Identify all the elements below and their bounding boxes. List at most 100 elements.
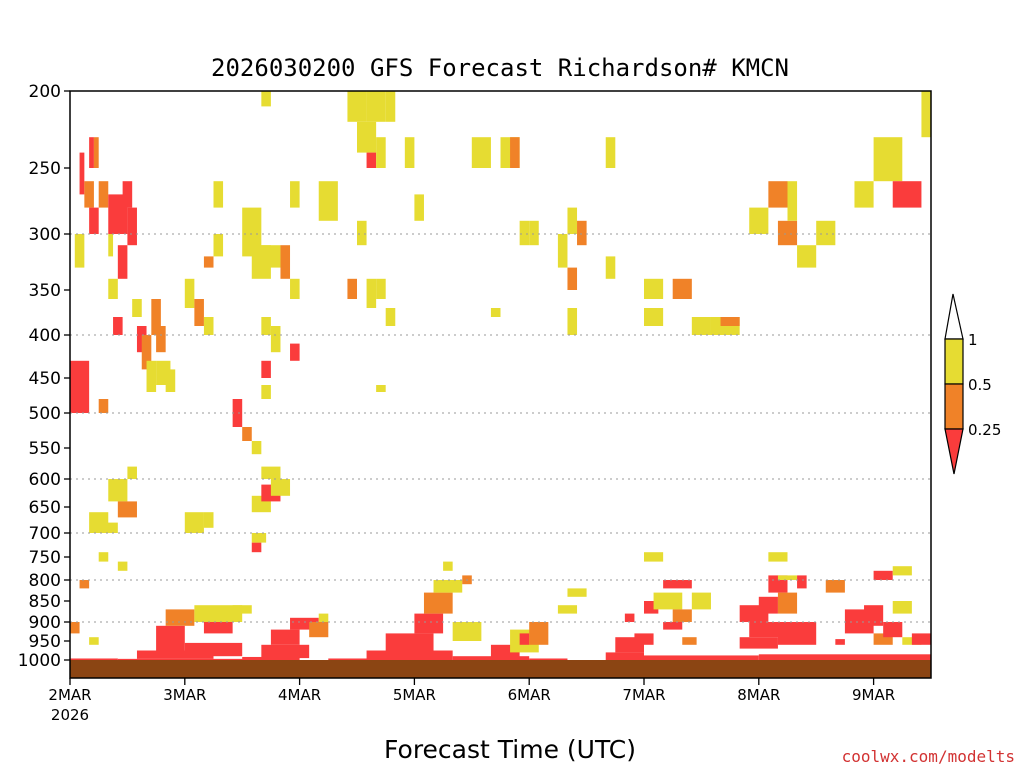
x-tick-label: 7MAR bbox=[622, 686, 665, 704]
ri-cell bbox=[261, 245, 281, 268]
ri-cell bbox=[117, 561, 128, 571]
x-tick-label: 6MAR bbox=[508, 686, 551, 704]
ri-cell bbox=[270, 629, 300, 645]
ri-cell bbox=[385, 308, 396, 326]
ri-cell bbox=[873, 137, 903, 182]
ri-cell bbox=[280, 245, 291, 279]
x-tick-label: 8MAR bbox=[737, 686, 780, 704]
ri-cell bbox=[89, 637, 99, 645]
y-tick-label: 650 bbox=[29, 498, 61, 518]
y-tick-label: 550 bbox=[29, 439, 61, 459]
ri-cell bbox=[605, 652, 644, 660]
ri-cell bbox=[557, 605, 578, 614]
ri-cell bbox=[347, 278, 357, 299]
y-tick-label: 950 bbox=[29, 632, 61, 652]
y-tick-label: 1000 bbox=[18, 651, 61, 671]
ri-cell bbox=[242, 427, 252, 441]
y-tick-label: 450 bbox=[29, 369, 61, 389]
ri-cell bbox=[644, 278, 664, 299]
ri-cell bbox=[768, 552, 788, 562]
ri-cell bbox=[443, 561, 453, 571]
ri-cell bbox=[777, 592, 798, 614]
ri-cell bbox=[194, 605, 243, 622]
ri-cell bbox=[117, 245, 128, 279]
ri-cell bbox=[864, 605, 884, 626]
ri-cell bbox=[825, 580, 845, 593]
ri-cell bbox=[653, 592, 683, 610]
ri-cell bbox=[777, 220, 798, 246]
y-tick-label: 500 bbox=[29, 404, 61, 424]
ri-cell bbox=[366, 91, 386, 122]
ri-cell bbox=[529, 220, 539, 246]
legend-red-arrow bbox=[944, 428, 964, 475]
y-tick-label: 350 bbox=[29, 281, 61, 301]
ri-cell bbox=[108, 479, 128, 502]
ri-cell bbox=[203, 317, 214, 335]
ri-cell bbox=[251, 533, 267, 543]
ri-cell bbox=[644, 552, 664, 562]
ri-cell bbox=[318, 613, 329, 622]
ri-cell bbox=[567, 207, 578, 234]
ri-cell bbox=[213, 234, 224, 257]
ri-cell bbox=[290, 181, 300, 208]
ri-cell bbox=[261, 385, 271, 399]
ri-cell bbox=[644, 308, 664, 326]
ri-cell bbox=[84, 181, 94, 208]
ri-cell bbox=[720, 317, 740, 326]
ri-cell bbox=[184, 642, 243, 657]
ri-cell bbox=[151, 299, 161, 335]
ri-cell bbox=[366, 152, 377, 168]
ri-cell bbox=[376, 278, 386, 299]
ri-cell bbox=[98, 522, 118, 533]
ri-cell bbox=[739, 637, 778, 649]
ri-cell bbox=[89, 207, 99, 234]
ri-cell bbox=[404, 137, 415, 168]
ri-cell bbox=[261, 360, 271, 378]
ri-cell bbox=[854, 181, 874, 208]
ri-cell bbox=[70, 392, 90, 413]
ri-cell bbox=[768, 181, 788, 208]
x-tick-label: 5MAR bbox=[393, 686, 436, 704]
ri-cell bbox=[165, 369, 176, 392]
legend-yellow-box bbox=[944, 338, 964, 385]
ri-cell bbox=[132, 299, 142, 317]
y-tick-label: 850 bbox=[29, 592, 61, 612]
x-tick-label: 9MAR bbox=[852, 686, 895, 704]
ri-cell bbox=[883, 622, 903, 638]
ri-cell bbox=[911, 633, 931, 645]
ri-cell bbox=[184, 278, 195, 308]
ri-cell bbox=[567, 308, 578, 335]
ri-cell bbox=[682, 637, 697, 645]
ri-cell bbox=[136, 650, 214, 659]
y-axis-ticks: 200 250 300 350 400 450 500 550 600 650 700 750 8008… bbox=[18, 82, 70, 671]
ri-cell bbox=[117, 658, 262, 660]
ri-cell bbox=[203, 512, 214, 528]
legend-orange-box bbox=[944, 383, 964, 430]
chart-title: 2026030200 GFS Forecast Richardson# KMCN bbox=[211, 54, 789, 82]
y-tick-label: 800 bbox=[29, 571, 61, 591]
ri-cell bbox=[261, 317, 271, 335]
ri-cell bbox=[777, 622, 817, 645]
ri-cell bbox=[366, 650, 453, 660]
ri-cell bbox=[529, 622, 549, 645]
ri-cell bbox=[892, 601, 912, 614]
ri-cell bbox=[519, 633, 530, 645]
ri-cell bbox=[797, 575, 807, 589]
ri-cell bbox=[414, 613, 444, 634]
ri-cell bbox=[385, 633, 434, 651]
ri-cell bbox=[261, 91, 271, 107]
ri-cell bbox=[127, 466, 137, 479]
y-tick-label: 700 bbox=[29, 524, 61, 544]
ri-cell bbox=[156, 625, 185, 651]
ri-cell bbox=[93, 137, 99, 168]
ri-cell bbox=[797, 245, 817, 268]
y-tick-label: 200 bbox=[29, 82, 61, 102]
ri-cell bbox=[113, 317, 123, 335]
ri-cell bbox=[74, 234, 85, 268]
ri-cell bbox=[452, 622, 482, 641]
ri-cell bbox=[873, 570, 893, 580]
ri-cell bbox=[423, 592, 453, 614]
ri-cell bbox=[242, 656, 300, 660]
ri-cell bbox=[98, 399, 109, 413]
